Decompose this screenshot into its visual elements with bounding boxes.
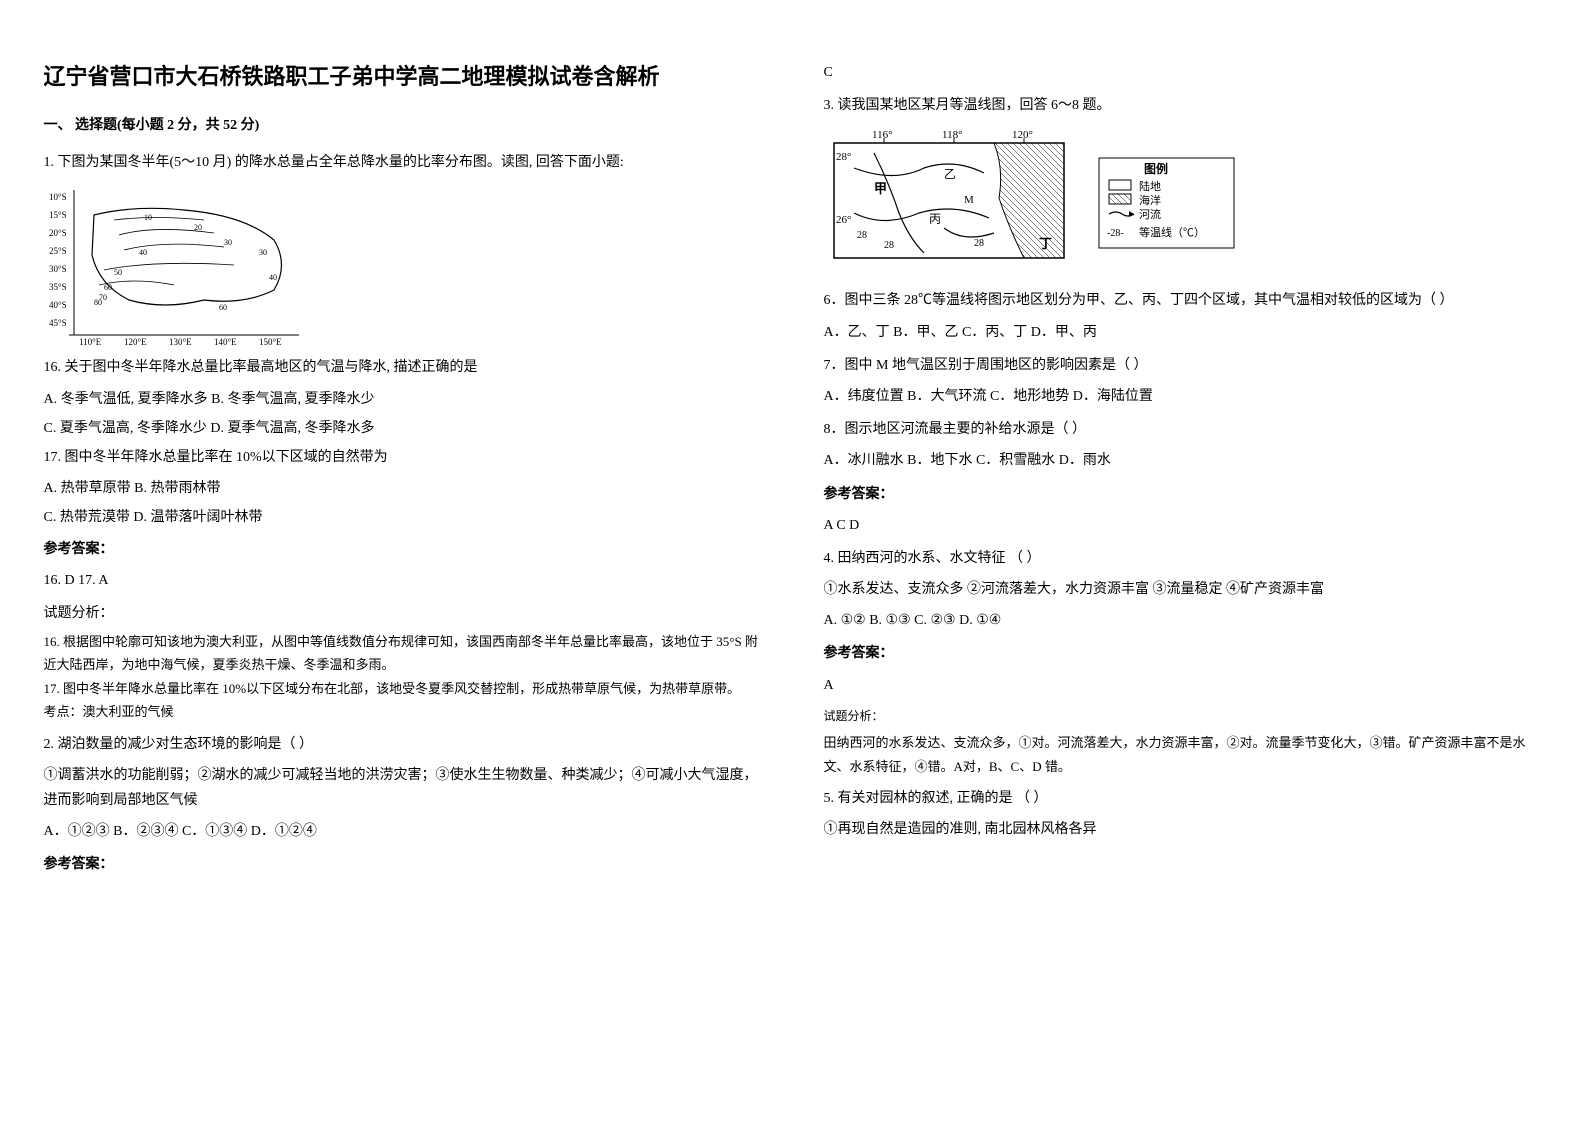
q4-body: ①水系发达、支流众多 ②河流落差大，水力资源丰富 ③流量稳定 ④矿产资源丰富 [824, 577, 1544, 602]
question-4: 4. 田纳西河的水系、水文特征 （ ） ①水系发达、支流众多 ②河流落差大，水力… [824, 546, 1544, 778]
figure-1: 10°S 15°S 20°S 25°S 30°S 35°S 40°S 45°S … [44, 185, 764, 345]
iso-val: 28 [884, 240, 894, 251]
right-column: C 3. 读我国某地区某月等温线图，回答 6～8 题。 116° 118° 12… [824, 60, 1544, 886]
q4-answer: A [824, 673, 1544, 698]
question-3: 3. 读我国某地区某月等温线图，回答 6～8 题。 116° 118° 120°… [824, 93, 1544, 538]
lat-label: 10°S [49, 192, 67, 202]
region-jia: 甲 [874, 181, 887, 196]
lat-label: 35°S [49, 282, 67, 292]
q4-answer-label: 参考答案： [824, 641, 1544, 666]
q1-sub16-opts-2: C. 夏季气温高, 冬季降水少 D. 夏季气温高, 冬季降水多 [44, 416, 764, 441]
q2-stem: 2. 湖泊数量的减少对生态环境的影响是（ ） [44, 732, 764, 757]
q1-ana17: 17. 图中冬半年降水总量比率在 10%以下区域分布在北部，该地受冬夏季风交替控… [44, 677, 764, 700]
lon-label: 118° [942, 129, 963, 141]
q1-sub16-opts-1: A. 冬季气温低, 夏季降水多 B. 冬季气温高, 夏季降水少 [44, 387, 764, 412]
q2-answer: C [824, 60, 1544, 85]
lon-label: 130°E [169, 337, 192, 345]
contour-val: 30 [224, 238, 232, 247]
q3-sub8: 8．图示地区河流最主要的补给水源是（ ） [824, 417, 1544, 442]
q3-answer-label: 参考答案： [824, 482, 1544, 507]
q3-stem: 3. 读我国某地区某月等温线图，回答 6～8 题。 [824, 93, 1544, 118]
lat-label: 26° [836, 214, 851, 226]
m-label: M [964, 194, 974, 206]
contour-val: 60 [219, 303, 227, 312]
legend-iso-val: -28- [1107, 228, 1124, 239]
q3-sub7-opts: A．纬度位置 B．大气环流 C．地形地势 D．海陆位置 [824, 384, 1544, 409]
question-1: 1. 下图为某国冬半年(5～10 月) 的降水总量占全年总降水量的比率分布图。读… [44, 150, 764, 723]
lon-label: 120°E [124, 337, 147, 345]
lat-label: 28° [836, 151, 851, 163]
exam-title: 辽宁省营口市大石桥铁路职工子弟中学高二地理模拟试卷含解析 [44, 60, 764, 93]
lat-label: 30°S [49, 264, 67, 274]
q2-opts: A．①②③ B．②③④ C．①③④ D．①②④ [44, 819, 764, 844]
q5-line1: ①再现自然是造园的准则, 南北园林风格各异 [824, 817, 1544, 842]
q5-stem: 5. 有关对园林的叙述, 正确的是 （ ） [824, 786, 1544, 811]
question-2: 2. 湖泊数量的减少对生态环境的影响是（ ） ①调蓄洪水的功能削弱；②湖水的减少… [44, 732, 764, 878]
contour-val: 10 [144, 213, 152, 222]
q1-answer-label: 参考答案： [44, 537, 764, 562]
contour-val: 80 [94, 298, 102, 307]
q1-sub17: 17. 图中冬半年降水总量比率在 10%以下区域的自然带为 [44, 445, 764, 470]
q3-sub8-opts: A．冰川融水 B．地下水 C．积雪融水 D．雨水 [824, 448, 1544, 473]
q3-sub6-opts: A．乙、丁 B．甲、乙 C．丙、丁 D．甲、丙 [824, 320, 1544, 345]
q3-sub7: 7．图中 M 地气温区别于周围地区的影响因素是（ ） [824, 353, 1544, 378]
map-australia-icon: 10°S 15°S 20°S 25°S 30°S 35°S 40°S 45°S … [44, 185, 304, 345]
q4-stem: 4. 田纳西河的水系、水文特征 （ ） [824, 546, 1544, 571]
lat-label: 15°S [49, 210, 67, 220]
legend-iso: 等温线（℃） [1139, 225, 1205, 239]
lon-label: 140°E [214, 337, 237, 345]
region-bing: 丙 [929, 212, 941, 226]
lon-label: 110°E [79, 337, 102, 345]
contour-val: 30 [259, 248, 267, 257]
figure-2: 116° 118° 120° 28° 26° [824, 128, 1544, 278]
q1-sub17-opts-2: C. 热带荒漠带 D. 温带落叶阔叶林带 [44, 505, 764, 530]
contour-val: 20 [194, 223, 202, 232]
contour-val: 40 [139, 248, 147, 257]
lat-label: 25°S [49, 246, 67, 256]
legend-sea: 海洋 [1139, 193, 1161, 207]
region-yi: 乙 [944, 167, 956, 181]
contour-val: 60 [104, 283, 112, 292]
legend-river: 河流 [1139, 207, 1161, 221]
q1-stem: 1. 下图为某国冬半年(5～10 月) 的降水总量占全年总降水量的比率分布图。读… [44, 150, 764, 175]
map-isotherm-icon: 116° 118° 120° 28° 26° [824, 128, 1244, 278]
q3-answer: A C D [824, 513, 1544, 538]
q2-answer-label: 参考答案： [44, 852, 764, 877]
lat-label: 20°S [49, 228, 67, 238]
lon-label: 116° [872, 129, 893, 141]
iso-val: 28 [857, 230, 867, 241]
iso-val: 28 [974, 238, 984, 249]
contour-val: 40 [269, 273, 277, 282]
q1-ana16: 16. 根据图中轮廓可知该地为澳大利亚，从图中等值线数值分布规律可知，该国西南部… [44, 630, 764, 677]
q3-sub6: 6．图中三条 28℃等温线将图示地区划分为甲、乙、丙、丁四个区域，其中气温相对较… [824, 288, 1544, 313]
lon-label: 120° [1012, 129, 1033, 141]
q4-analysis: 田纳西河的水系发达、支流众多，①对。河流落差大，水力资源丰富，②对。流量季节变化… [824, 731, 1544, 778]
q1-answer: 16. D 17. A [44, 568, 764, 593]
contour-val: 50 [114, 268, 122, 277]
q1-analysis-label: 试题分析： [44, 601, 764, 626]
lat-label: 45°S [49, 318, 67, 328]
q1-kaodian: 考点：澳大利亚的气候 [44, 700, 764, 723]
q4-analysis-label: 试题分析： [824, 706, 1544, 728]
lon-label: 150°E [259, 337, 282, 345]
section-1-header: 一、 选择题(每小题 2 分，共 52 分) [44, 113, 764, 138]
q1-sub16: 16. 关于图中冬半年降水总量比率最高地区的气温与降水, 描述正确的是 [44, 355, 764, 380]
region-ding: 丁 [1039, 236, 1052, 251]
question-5: 5. 有关对园林的叙述, 正确的是 （ ） ①再现自然是造园的准则, 南北园林风… [824, 786, 1544, 842]
q2-body: ①调蓄洪水的功能削弱；②湖水的减少可减轻当地的洪涝灾害；③使水生生物数量、种类减… [44, 763, 764, 813]
left-column: 辽宁省营口市大石桥铁路职工子弟中学高二地理模拟试卷含解析 一、 选择题(每小题 … [44, 60, 764, 886]
q4-opts: A. ①② B. ①③ C. ②③ D. ①④ [824, 608, 1544, 633]
legend-title: 图例 [1144, 161, 1168, 176]
lat-label: 40°S [49, 300, 67, 310]
q1-sub17-opts-1: A. 热带草原带 B. 热带雨林带 [44, 476, 764, 501]
legend-land: 陆地 [1139, 179, 1161, 193]
